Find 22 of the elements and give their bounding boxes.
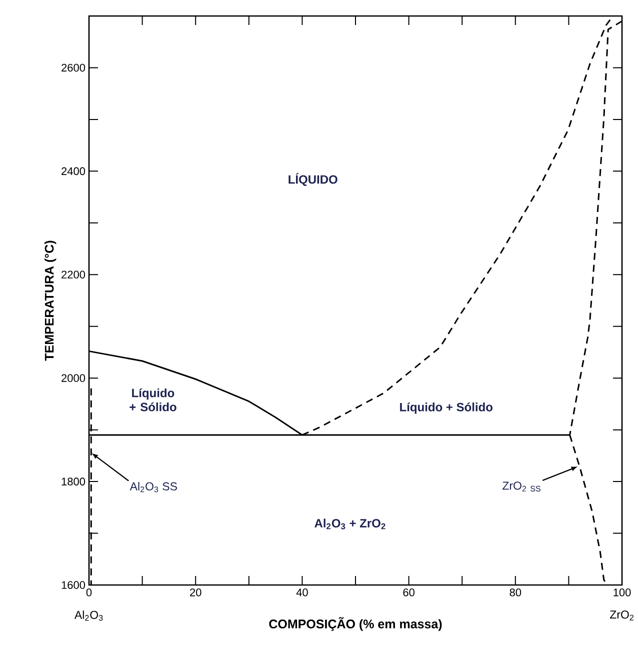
x-tick-label: 80 [510, 588, 522, 596]
y-tick-label: 2000 [62, 374, 86, 382]
x-tick-label: 40 [296, 588, 308, 596]
x-tick-label: 60 [403, 588, 414, 596]
x-tick-label: 0 [86, 588, 92, 596]
annotation: ZrO$_{2 SS}$ [502, 482, 540, 492]
y-tick-label: 1800 [62, 478, 86, 486]
annotation: Líquido + Sólido [130, 388, 176, 412]
text: Al$_{2}$O$_{3}$ [74, 610, 103, 621]
annotation: Al$_{2}$O$_{3}$ + ZrO$_{2}$ [314, 518, 386, 530]
annotation: LÍQUIDO [288, 172, 338, 186]
x-axis-title: COMPOSIÇÃO (% em massa) [269, 617, 442, 631]
x-tick-label: 20 [190, 588, 202, 596]
y-axis-title: TEMPERATURA (°C) [44, 240, 56, 361]
y-tick-label: 2600 [62, 64, 86, 72]
text: ZrO$_{2}$ [610, 610, 634, 620]
x-tick-label: 100 [614, 588, 631, 596]
y-tick-label: 1600 [62, 581, 86, 589]
y-tick-label: 2200 [62, 270, 86, 279]
annotation: Al$_{2}$O$_{3}$ SS [130, 482, 177, 492]
y-tick-label: 2400 [62, 167, 86, 176]
annotation: Líquido + Sólido [400, 402, 492, 414]
